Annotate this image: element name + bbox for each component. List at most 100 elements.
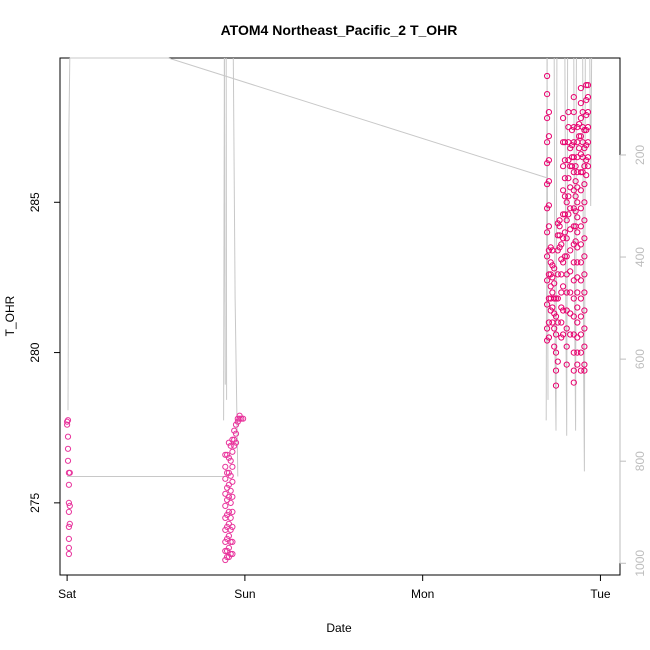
temperature-point — [225, 532, 232, 540]
temperature-point — [570, 154, 577, 161]
temperature-point — [572, 193, 579, 200]
temperature-point — [560, 163, 567, 170]
temperature-point — [545, 319, 553, 326]
temperature-point — [581, 271, 588, 278]
temperature-point — [574, 259, 581, 266]
temperature-point — [549, 274, 556, 281]
temperature-point — [225, 469, 232, 476]
temperature-point — [558, 319, 565, 326]
temperature-point — [581, 217, 588, 224]
temperature-point — [568, 163, 576, 170]
temperature-point — [227, 526, 234, 534]
temperature-point — [563, 307, 570, 314]
temperature-point — [558, 256, 565, 263]
temperature-point — [567, 289, 574, 296]
temperature-point — [565, 157, 572, 164]
y-axis: 275 280 285 — [28, 192, 61, 513]
temperature-point — [561, 211, 569, 218]
temperature-point — [574, 139, 581, 146]
temperature-point — [567, 184, 574, 191]
temperature-point — [581, 163, 588, 170]
temperature-point — [64, 457, 72, 464]
temperature-point — [236, 415, 243, 422]
temperature-point — [66, 520, 73, 528]
temperature-point — [577, 115, 585, 122]
temperature-point — [576, 133, 583, 140]
temperature-point — [560, 187, 567, 194]
temperature-point — [577, 367, 585, 374]
temperature-point — [570, 205, 577, 212]
temperature-point — [544, 115, 551, 122]
temperature-point — [563, 289, 570, 296]
temperature-point — [560, 115, 567, 122]
temperature-point — [545, 202, 553, 209]
temperature-point — [66, 469, 73, 476]
temperature-point — [570, 313, 577, 320]
pressure-line-10 — [564, 57, 569, 436]
temperature-point — [574, 214, 581, 221]
temperature-point — [563, 271, 570, 278]
temperature-point — [576, 121, 583, 128]
temperature-point — [565, 193, 572, 200]
temperature-point — [554, 232, 561, 239]
temperature-point — [576, 145, 583, 152]
temperature-point — [563, 361, 570, 368]
temperature-point — [65, 544, 73, 552]
temperature-point — [567, 145, 574, 152]
temperature-point — [227, 442, 234, 449]
temperature-point — [544, 139, 551, 146]
temperature-point — [570, 169, 577, 176]
x-tick-label: Mon — [411, 587, 434, 601]
temperature-point — [549, 262, 556, 269]
temperature-point — [547, 244, 554, 251]
temperature-point — [544, 229, 551, 236]
temperature-point — [563, 199, 570, 206]
temperature-point — [232, 439, 240, 446]
temperature-point — [581, 199, 588, 206]
temperature-point — [222, 502, 229, 509]
temperature-point — [570, 223, 577, 230]
temperature-point — [563, 235, 570, 242]
temperature-point — [551, 310, 558, 317]
temperature-point — [577, 241, 585, 248]
temperature-point — [556, 223, 563, 230]
temperature-point — [225, 439, 232, 446]
temperature-point — [567, 226, 574, 233]
y-tick-label: 275 — [28, 493, 42, 513]
temperature-point — [561, 253, 569, 260]
temperature-point — [563, 343, 570, 350]
temperature-point — [547, 259, 554, 266]
temperature-point — [558, 334, 565, 341]
temperature-point — [225, 520, 232, 528]
temperature-point — [561, 193, 569, 200]
temperature-point — [554, 295, 561, 302]
temperature-point — [570, 241, 577, 248]
temperature-point — [224, 469, 231, 476]
temperature-point — [229, 523, 236, 531]
temperature-point — [545, 178, 553, 185]
temperature-point — [545, 109, 553, 116]
temperature-point — [65, 535, 73, 543]
temperature-point — [581, 325, 588, 332]
temperature-point — [544, 72, 551, 80]
pressure-line-4 — [223, 57, 226, 385]
temperature-point — [545, 271, 553, 278]
temperature-point — [225, 493, 232, 500]
temperature-point — [544, 205, 551, 212]
temperature-point — [545, 133, 553, 140]
temperature-point — [65, 508, 73, 515]
temperature-point — [565, 211, 572, 218]
temperature-point — [570, 277, 577, 284]
temperature-point — [229, 448, 236, 455]
temperature-point — [577, 295, 585, 302]
x-tick-label: Tue — [590, 587, 611, 601]
temperature-point — [574, 229, 581, 236]
temperature-point — [561, 157, 569, 164]
temperature-point — [225, 544, 232, 552]
temperature-point — [222, 463, 229, 470]
temperature-point — [577, 259, 585, 266]
temperature-point — [558, 304, 565, 311]
temperature-point — [563, 217, 570, 224]
temperature-point — [66, 502, 73, 509]
temperature-point — [568, 127, 576, 134]
